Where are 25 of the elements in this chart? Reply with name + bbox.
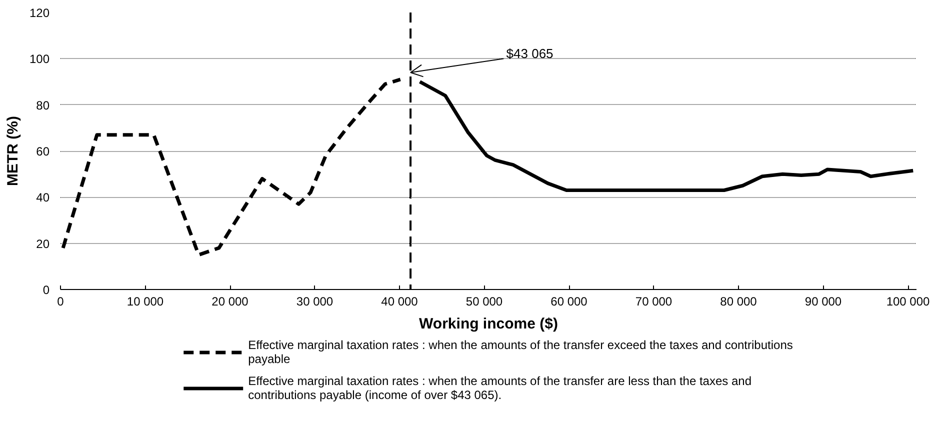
x-tick-label: 20 000 [212,294,249,308]
y-tick-label: 60 [36,144,50,158]
y-tick-label: 80 [36,98,50,112]
x-tick-label: 0 [57,294,64,308]
legend-label: Effective marginal taxation rates : when the amounts of the transfer are less than the taxes and contributions payable (income of over $43 065). [248,373,752,403]
x-tick-label: 80 000 [720,294,758,308]
y-tick-label: 120 [29,6,50,20]
x-tick-label: 90 000 [804,294,842,308]
y-tick-label: 100 [29,52,50,66]
x-tick-label: 100 000 [886,294,930,308]
x-tick-label: 60 000 [550,294,588,308]
line-series [61,78,402,257]
line-series [418,80,915,192]
x-tick-label: 50 000 [466,294,503,308]
y-tick-label: 0 [42,283,50,297]
y-tick-label: 20 [36,236,50,251]
x-tick-label: 70 000 [635,294,672,308]
legend-label: Effective marginal taxation rates : when the amounts of the transfer exceed the taxes and contributions payable [248,337,793,367]
y-axis-title: METR (%) [4,116,22,186]
x-axis-title: Working income ($) [419,316,558,332]
annotation: $43 065 [506,46,554,61]
x-tick-label: 40 000 [381,294,418,308]
x-tick-label: 30 000 [296,294,334,308]
x-tick-label: 10 000 [126,294,164,308]
y-tick-label: 40 [36,190,50,205]
